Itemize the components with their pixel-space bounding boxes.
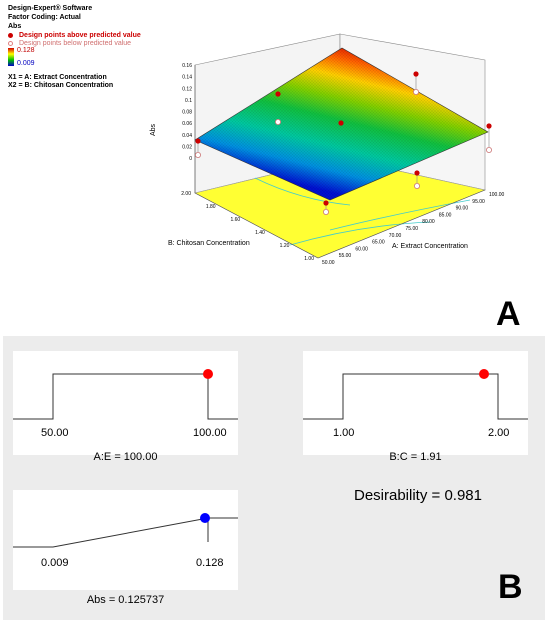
ramp-chitosan-line — [303, 373, 528, 420]
x-tick-label: 80.00 — [422, 219, 435, 225]
panel-b-label: B — [498, 568, 523, 606]
z-tick-label: 0.06 — [182, 121, 192, 127]
z-ticks: 0 0.02 0.04 0.06 0.08 0.1 0.12 0.14 0.16 — [182, 63, 192, 162]
above-point-marker — [8, 32, 13, 38]
z-tick-label: 0.02 — [182, 144, 192, 150]
ramp-abs-value: Abs = 0.125737 — [86, 594, 165, 606]
below-point-marker — [8, 40, 13, 46]
x-tick-label: 90.00 — [456, 206, 469, 212]
z-tick-label: 0.08 — [182, 110, 192, 116]
panel-a-label: A — [496, 295, 521, 333]
ramp-abs-high: 0.128 — [196, 557, 224, 569]
ramp-chitosan-high: 2.00 — [488, 427, 510, 439]
x-tick-label: 50.00 — [322, 260, 335, 266]
ramp-chitosan-value: B:C = 1.91 — [389, 451, 442, 463]
design-point-below — [412, 89, 419, 96]
z-tick-label: 0.04 — [182, 133, 192, 139]
z-tick-label: 0.16 — [182, 63, 192, 69]
ramp-extract-line — [13, 373, 238, 420]
x-tick-label: 100.00 — [489, 192, 505, 198]
design-point-below — [322, 208, 329, 215]
ramp-extract-point — [203, 369, 213, 379]
ramp-plot-abs: 0.009 0.128 — [13, 490, 238, 590]
floor-contour — [254, 177, 351, 206]
x-tick-label: 65.00 — [372, 240, 385, 246]
ramp-plot-extract: 50.00 100.00 — [13, 351, 238, 455]
design-point-above — [338, 120, 344, 126]
design-point-below — [194, 151, 201, 158]
ramp-extract-value: A:E = 100.00 — [93, 451, 158, 463]
y-ticks: 1.00 1.20 1.40 1.60 1.80 2.00 — [181, 191, 314, 262]
ramp-abs-line — [13, 517, 238, 548]
x-tick-label: 55.00 — [339, 253, 352, 259]
z-axis-title: Abs — [150, 123, 157, 136]
software-label: Design-Expert® Software — [8, 5, 93, 12]
y-tick-label: 2.00 — [181, 191, 191, 197]
surface-plot: 0 0.02 0.04 0.06 0.08 0.1 0.12 0.14 0.16 Abs 50.… — [150, 33, 505, 266]
legend-above-label: Design points above predicted value — [19, 32, 141, 39]
ramp-abs-point — [200, 513, 210, 523]
design-point-above — [275, 91, 281, 97]
ramp-abs-low: 0.009 — [41, 557, 69, 569]
y-tick-label: 1.60 — [230, 217, 240, 223]
x-tick-label: 95.00 — [472, 199, 485, 205]
x1-definition: X1 = A: Extract Concentration — [8, 74, 107, 81]
desirability-panel: 50.00 100.00 A:E = 100.00 1.00 2.00 B:C … — [3, 336, 545, 620]
design-points — [194, 71, 492, 215]
ramp-extract-svg — [13, 369, 238, 420]
design-point-below — [485, 146, 492, 153]
ramp-extract-low: 50.00 — [41, 427, 69, 439]
x-tick-label: 75.00 — [406, 226, 419, 232]
design-point-below — [413, 182, 420, 189]
z-tick-label: 0.12 — [182, 86, 192, 92]
x2-definition: X2 = B: Chitosan Concentration — [8, 82, 114, 89]
z-tick-label: 0.1 — [185, 98, 192, 104]
y-axis-title: B: Chitosan Concentration — [168, 240, 250, 247]
ramp-chitosan-svg — [303, 369, 528, 420]
color-scale-bar — [8, 48, 14, 66]
legend-below: Design points below predicted value — [8, 39, 131, 48]
y-axis-line — [194, 192, 319, 259]
ramp-plot-chitosan: 1.00 2.00 — [303, 351, 528, 455]
x-tick-label: 70.00 — [389, 233, 402, 239]
design-point-above — [323, 200, 329, 206]
legend-below-label: Design points below predicted value — [19, 40, 132, 47]
x-axis-line — [317, 189, 486, 259]
desirability-value: Desirability = 0.981 — [354, 487, 482, 504]
y-tick-label: 1.80 — [206, 204, 216, 210]
z-tick-label: 0 — [189, 156, 192, 162]
scale-max-label: 0.128 — [17, 47, 35, 54]
z-tick-label: 0.14 — [182, 75, 192, 81]
legend-above: Design points above predicted value — [8, 31, 141, 40]
design-point-above — [413, 71, 419, 77]
response-label: Abs — [8, 23, 22, 30]
y-tick-label: 1.00 — [304, 256, 314, 262]
ramp-extract-high: 100.00 — [193, 427, 227, 439]
x-axis-title: A: Extract Concentration — [392, 243, 468, 250]
design-point-below — [274, 119, 281, 126]
scale-min-label: 0.009 — [17, 60, 35, 67]
design-point-above — [486, 123, 492, 129]
ramp-abs-svg — [13, 513, 238, 548]
floor-contour — [289, 221, 431, 246]
design-point-above — [195, 138, 201, 144]
factor-coding-label: Factor Coding: Actual — [8, 14, 81, 21]
y-tick-label: 1.20 — [280, 243, 290, 249]
ramp-chitosan-low: 1.00 — [333, 427, 355, 439]
ramp-chitosan-point — [479, 369, 489, 379]
y-tick-label: 1.40 — [255, 230, 265, 236]
x-tick-label: 85.00 — [439, 212, 452, 218]
x-tick-label: 60.00 — [355, 246, 368, 252]
design-point-above — [414, 170, 420, 176]
